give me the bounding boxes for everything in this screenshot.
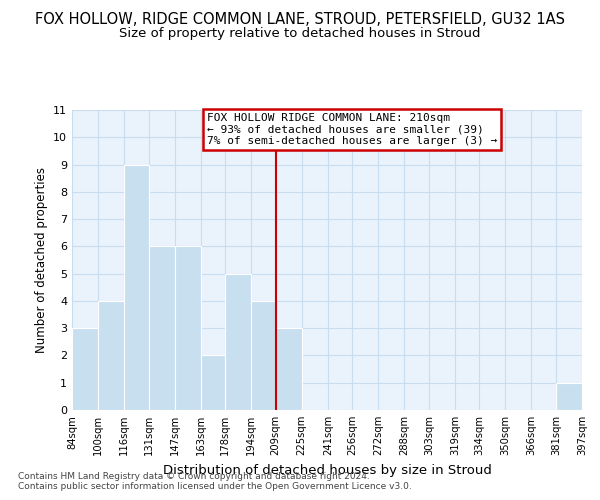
Bar [201,356,225,410]
Bar [72,328,98,410]
Bar [275,328,302,410]
Bar [98,301,124,410]
Y-axis label: Number of detached properties: Number of detached properties [35,167,47,353]
Bar [175,246,201,410]
Text: Contains public sector information licensed under the Open Government Licence v3: Contains public sector information licen… [18,482,412,491]
Bar [556,382,582,410]
Text: FOX HOLLOW, RIDGE COMMON LANE, STROUD, PETERSFIELD, GU32 1AS: FOX HOLLOW, RIDGE COMMON LANE, STROUD, P… [35,12,565,28]
Bar [124,164,149,410]
Text: FOX HOLLOW RIDGE COMMON LANE: 210sqm
← 93% of detached houses are smaller (39)
7: FOX HOLLOW RIDGE COMMON LANE: 210sqm ← 9… [207,113,497,146]
X-axis label: Distribution of detached houses by size in Stroud: Distribution of detached houses by size … [163,464,491,476]
Text: Size of property relative to detached houses in Stroud: Size of property relative to detached ho… [119,28,481,40]
Text: Contains HM Land Registry data © Crown copyright and database right 2024.: Contains HM Land Registry data © Crown c… [18,472,370,481]
Bar [225,274,251,410]
Bar [251,301,275,410]
Bar [149,246,175,410]
